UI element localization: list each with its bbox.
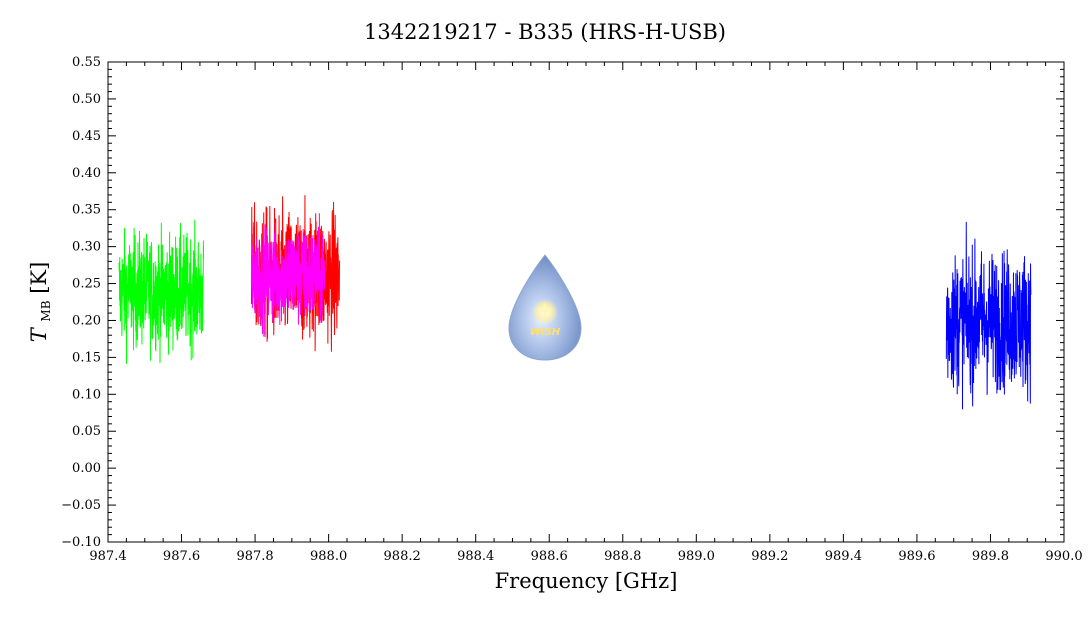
wish-logo: WISH: [508, 254, 582, 361]
y-axis-label: T MB [K]: [27, 262, 55, 343]
x-tick-label: 987.4: [89, 549, 126, 564]
y-axis-label-main: T: [27, 326, 51, 342]
x-tick-label: 989.4: [825, 549, 862, 564]
x-tick-label: 987.6: [163, 549, 200, 564]
x-tick-label: 987.8: [236, 549, 273, 564]
series-layer: [118, 195, 1032, 410]
y-tick-label: 0.50: [72, 92, 101, 107]
y-tick-label: 0.20: [72, 313, 101, 328]
svg-text:T MB [K]: T MB [K]: [27, 262, 55, 343]
y-tick-label: 0.35: [72, 203, 101, 218]
x-tick-label: 988.6: [531, 549, 568, 564]
x-tick-label: 989.0: [678, 549, 715, 564]
chart-title: 1342219217 - B335 (HRS-H-USB): [364, 20, 726, 44]
y-tick-label: 0.25: [72, 277, 101, 292]
y-tick-label: −0.10: [61, 535, 101, 550]
y-tick-label: 0.55: [72, 55, 101, 70]
x-axis: 987.4 987.6 987.8 988.0 988.2 988.4 988.6 988.8…: [89, 62, 1083, 564]
y-tick-label: 0.40: [72, 166, 101, 181]
x-tick-label: 989.2: [751, 549, 788, 564]
x-tick-label: 989.6: [898, 549, 935, 564]
x-tick-label: 988.0: [310, 549, 347, 564]
y-tick-label: 0.10: [72, 387, 101, 402]
y-tick-label: 0.05: [72, 424, 101, 439]
star-icon: [537, 302, 553, 318]
y-tick-label: 0.15: [72, 350, 101, 365]
logo-text: WISH: [530, 327, 561, 338]
y-axis-label-sub: MB: [39, 300, 53, 321]
x-tick-label: 990.0: [1045, 549, 1082, 564]
y-axis: −0.10 −0.05 0.00 0.05 0.10 0.15 0.20 0.25 0.30 0.…: [61, 55, 1064, 550]
y-tick-label: 0.45: [72, 129, 101, 144]
spectrum-series-4: [945, 221, 1032, 410]
x-axis-label: Frequency [GHz]: [495, 569, 678, 593]
x-tick-label: 988.2: [384, 549, 421, 564]
y-tick-label: −0.05: [61, 498, 101, 513]
x-tick-label: 988.4: [457, 549, 494, 564]
spectrum-series-3: [250, 213, 326, 337]
spectrum-series-1: [118, 219, 205, 364]
x-tick-label: 988.8: [604, 549, 641, 564]
y-tick-label: 0.00: [72, 461, 101, 476]
y-axis-label-unit: [K]: [27, 262, 51, 294]
y-tick-label: 0.30: [72, 240, 101, 255]
x-tick-label: 989.8: [972, 549, 1009, 564]
